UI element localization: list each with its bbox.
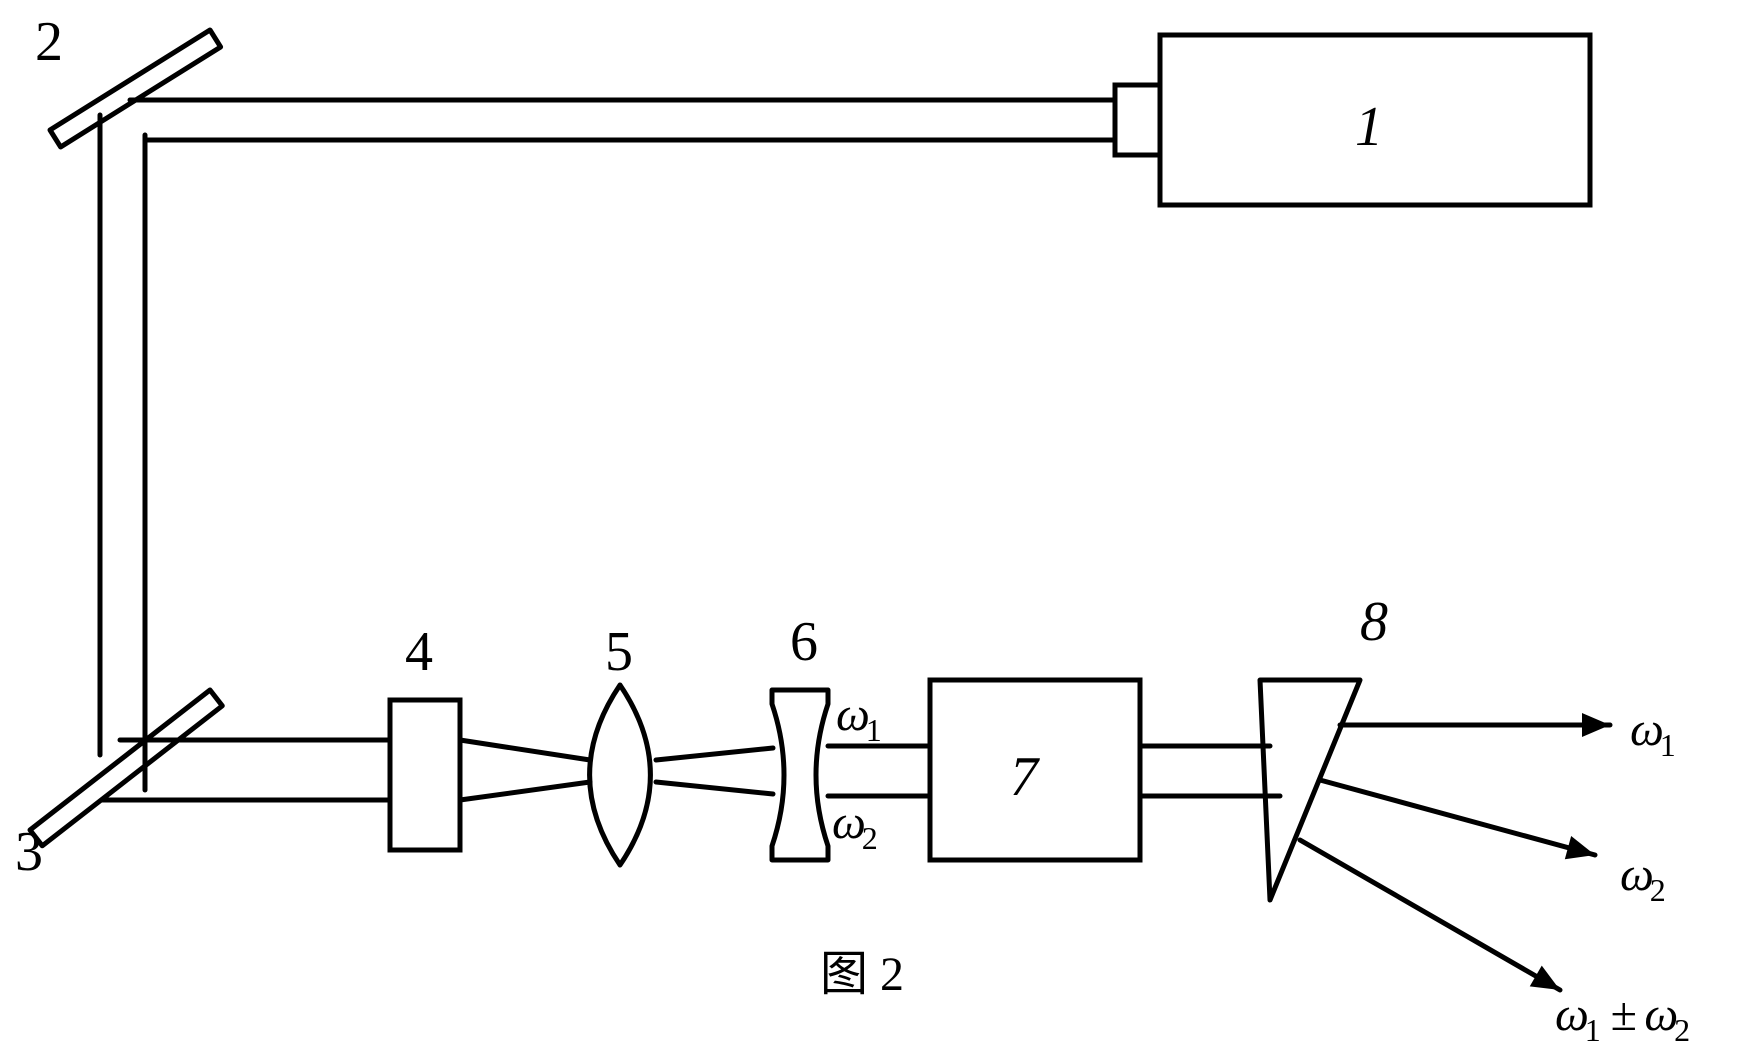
- figure-caption: 图 2: [820, 948, 904, 1001]
- label-5: 5: [605, 621, 633, 683]
- lens-concave: [772, 690, 828, 860]
- label-7: 7: [1010, 746, 1040, 808]
- svg-text:2: 2: [862, 820, 878, 856]
- omega2-at-lens: ω2: [832, 796, 878, 856]
- svg-text:1: 1: [1585, 1012, 1601, 1045]
- omega2-output: ω2: [1620, 848, 1666, 908]
- label-4: 4: [405, 621, 433, 683]
- omega-mix-output: ω1±ω2: [1555, 988, 1690, 1045]
- svg-text:2: 2: [1650, 872, 1666, 908]
- svg-text:±: ±: [1611, 988, 1637, 1041]
- label-8: 8: [1360, 591, 1388, 653]
- omega1-output: ω1: [1630, 703, 1676, 763]
- svg-text:1: 1: [866, 712, 882, 748]
- mirror-bottom: [30, 690, 222, 846]
- mirror-top: [50, 30, 221, 147]
- label-6: 6: [790, 611, 818, 673]
- lens-convex: [590, 685, 651, 865]
- source-nozzle: [1115, 85, 1160, 155]
- omega1-at-lens: ω1: [836, 688, 882, 748]
- label-3: 3: [15, 821, 43, 883]
- label-2: 2: [35, 11, 63, 73]
- label-1: 1: [1355, 96, 1383, 158]
- cell-4: [390, 700, 460, 850]
- svg-text:1: 1: [1660, 727, 1676, 763]
- svg-text:2: 2: [1674, 1012, 1690, 1045]
